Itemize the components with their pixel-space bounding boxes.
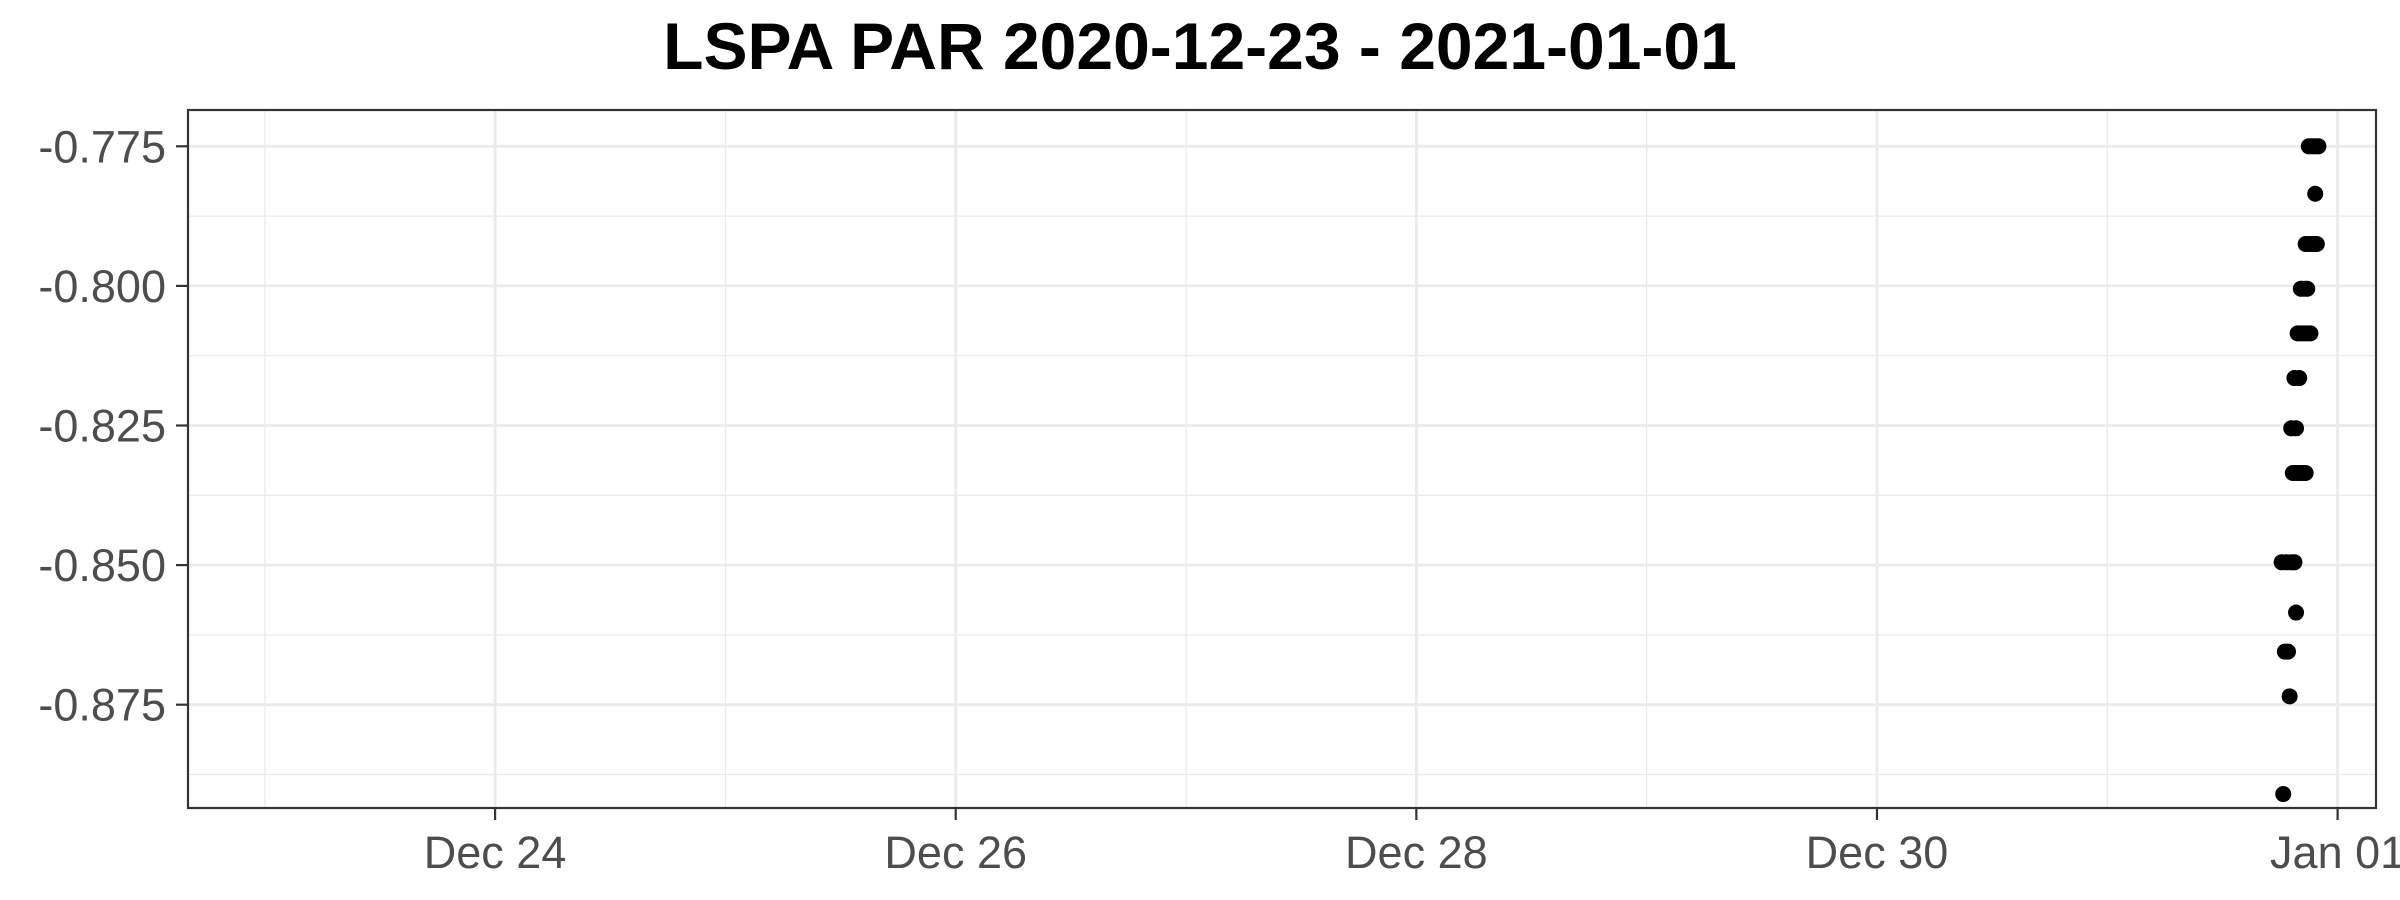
data-point — [2280, 643, 2297, 660]
data-point — [2299, 280, 2316, 297]
y-tick-label: -0.800 — [38, 261, 166, 312]
axis-tick-labels: Dec 24 Dec 26 Dec 28 Dec 30 Jan 01 -0.775 -0.8… — [38, 121, 2400, 878]
axis-ticks — [176, 145, 2339, 820]
plot-panel-border — [186, 108, 2378, 810]
data-point — [2281, 688, 2298, 705]
data-point — [2286, 554, 2303, 571]
data-point — [2307, 185, 2324, 202]
data-point — [2308, 236, 2325, 253]
chart-title: LSPA PAR 2020-12-23 - 2021-01-01 — [663, 9, 1737, 83]
y-tick-label: -0.850 — [38, 540, 166, 591]
data-points — [2273, 138, 2327, 803]
x-tick-label: Dec 30 — [1806, 827, 1949, 878]
x-tick-label: Dec 28 — [1345, 827, 1488, 878]
major-gridlines — [188, 110, 2376, 808]
y-tick-label: -0.875 — [38, 680, 166, 731]
x-tick-label: Dec 24 — [424, 827, 567, 878]
data-point — [2297, 464, 2314, 481]
data-point — [2302, 325, 2319, 342]
y-tick-label: -0.825 — [38, 400, 166, 451]
minor-gridlines — [188, 110, 2376, 808]
y-tick-label: -0.775 — [38, 121, 166, 172]
data-point — [2291, 370, 2308, 387]
data-point — [2275, 786, 2292, 803]
data-point — [2310, 138, 2327, 155]
data-point — [2288, 420, 2305, 437]
x-tick-label: Jan 01 — [2270, 827, 2400, 878]
x-tick-label: Dec 26 — [884, 827, 1027, 878]
data-point — [2288, 604, 2305, 621]
plot-panel-background — [188, 110, 2376, 808]
